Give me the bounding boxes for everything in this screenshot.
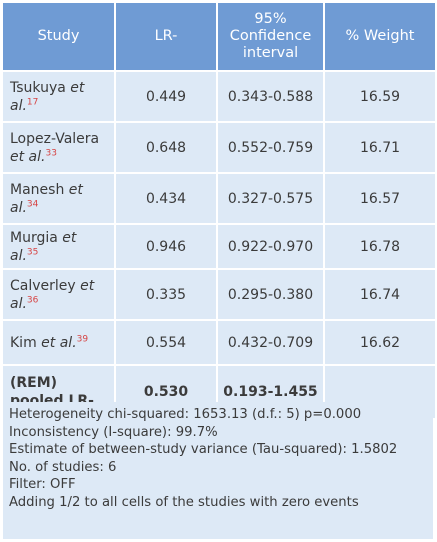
reference-link[interactable]: 36	[26, 294, 39, 305]
meta-analysis-table: Study LR- 95% Confidence interval % Weig…	[1, 1, 437, 420]
header-lr: LR-	[116, 3, 216, 70]
study-author: Lopez-Valera	[10, 130, 100, 147]
reference-link[interactable]: 39	[76, 333, 89, 344]
note-zero-events: Adding 1/2 to all cells of the studies w…	[9, 494, 359, 510]
study-author: Tsukuya	[10, 79, 66, 96]
lr-cell: 0.554	[116, 321, 216, 364]
weight-cell: 16.74	[325, 270, 435, 319]
study-cell: Tsukuya et al.17	[3, 72, 114, 121]
table-row: Lopez-Valera et al.33 0.648 0.552-0.759 …	[3, 123, 435, 172]
lr-cell: 0.449	[116, 72, 216, 121]
study-etal: et al.	[10, 79, 85, 114]
ci-cell: 0.552-0.759	[218, 123, 323, 172]
table-row: Tsukuya et al.17 0.449 0.343-0.588 16.59	[3, 72, 435, 121]
table-row: Kim et al.39 0.554 0.432-0.709 16.62	[3, 321, 435, 364]
weight-cell: 16.57	[325, 174, 435, 223]
lr-cell: 0.335	[116, 270, 216, 319]
ci-cell: 0.343-0.588	[218, 72, 323, 121]
study-cell: Kim et al.39	[3, 321, 114, 364]
ci-cell: 0.922-0.970	[218, 225, 323, 268]
lr-cell: 0.434	[116, 174, 216, 223]
study-author: Calverley	[10, 277, 76, 294]
lr-cell: 0.648	[116, 123, 216, 172]
ci-cell: 0.295-0.380	[218, 270, 323, 319]
header-ci: 95% Confidence interval	[218, 3, 323, 70]
study-author: Murgia	[10, 229, 58, 246]
table-row: Calverley et al.36 0.335 0.295-0.380 16.…	[3, 270, 435, 319]
study-etal: et al.	[10, 277, 95, 312]
reference-link[interactable]: 17	[26, 96, 39, 107]
weight-cell: 16.71	[325, 123, 435, 172]
reference-link[interactable]: 33	[45, 147, 57, 158]
table-row: Murgia et al.35 0.946 0.922-0.970 16.78	[3, 225, 435, 268]
study-author: Kim	[10, 334, 37, 351]
table-row: Manesh et al.34 0.434 0.327-0.575 16.57	[3, 174, 435, 223]
ci-cell: 0.327-0.575	[218, 174, 323, 223]
note-filter: Filter: OFF	[9, 477, 76, 493]
note-inconsistency: Inconsistency (I-square): 99.7%	[9, 424, 218, 440]
study-author: Manesh	[10, 181, 65, 198]
header-row: Study LR- 95% Confidence interval % Weig…	[3, 3, 435, 70]
lr-cell: 0.946	[116, 225, 216, 268]
note-heterogeneity: Heterogeneity chi-squared: 1653.13 (d.f.…	[9, 407, 362, 422]
note-study-count: No. of studies: 6	[9, 459, 117, 475]
study-etal: et al.	[10, 181, 83, 216]
study-etal: et al.	[10, 229, 77, 264]
weight-cell: 16.59	[325, 72, 435, 121]
reference-link[interactable]: 34	[26, 198, 39, 209]
reference-link[interactable]: 35	[26, 246, 39, 257]
statistics-notes: Heterogeneity chi-squared: 1653.13 (d.f.…	[3, 402, 433, 539]
weight-cell: 16.62	[325, 321, 435, 364]
study-cell: Lopez-Valera et al.33	[3, 123, 114, 172]
study-etal: et al.	[10, 148, 46, 165]
study-etal: et al.	[41, 334, 77, 351]
note-tau-squared: Estimate of between-study variance (Tau-…	[9, 442, 398, 458]
study-cell: Calverley et al.36	[3, 270, 114, 319]
study-cell: Murgia et al.35	[3, 225, 114, 268]
ci-cell: 0.432-0.709	[218, 321, 323, 364]
weight-cell: 16.78	[325, 225, 435, 268]
study-cell: Manesh et al.34	[3, 174, 114, 223]
header-study: Study	[3, 3, 114, 70]
header-weight: % Weight	[325, 3, 435, 70]
